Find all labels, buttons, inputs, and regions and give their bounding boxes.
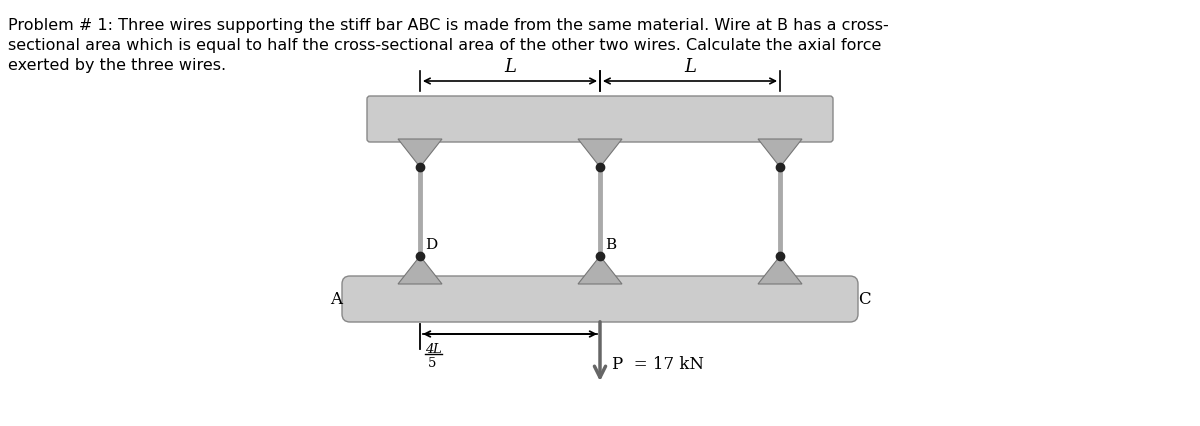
Polygon shape xyxy=(578,140,622,167)
Polygon shape xyxy=(758,140,802,167)
Text: A: A xyxy=(330,291,342,308)
Text: Problem # 1: Three wires supporting the stiff bar ABC is made from the same mate: Problem # 1: Three wires supporting the … xyxy=(8,18,889,33)
Text: C: C xyxy=(858,291,871,308)
FancyBboxPatch shape xyxy=(367,97,833,143)
Text: B: B xyxy=(605,237,616,251)
Text: L: L xyxy=(432,342,440,355)
Polygon shape xyxy=(758,256,802,284)
Polygon shape xyxy=(398,140,442,167)
Text: 5: 5 xyxy=(428,356,437,369)
Text: L: L xyxy=(684,58,696,76)
Text: D: D xyxy=(425,237,437,251)
Polygon shape xyxy=(578,256,622,284)
Text: 4: 4 xyxy=(425,342,433,355)
FancyBboxPatch shape xyxy=(342,276,858,322)
Text: sectional area which is equal to half the cross-sectional area of the other two : sectional area which is equal to half th… xyxy=(8,38,881,53)
Text: exerted by the three wires.: exerted by the three wires. xyxy=(8,58,226,73)
Polygon shape xyxy=(398,256,442,284)
Text: L: L xyxy=(504,58,516,76)
Text: P  = 17 kN: P = 17 kN xyxy=(612,356,704,373)
